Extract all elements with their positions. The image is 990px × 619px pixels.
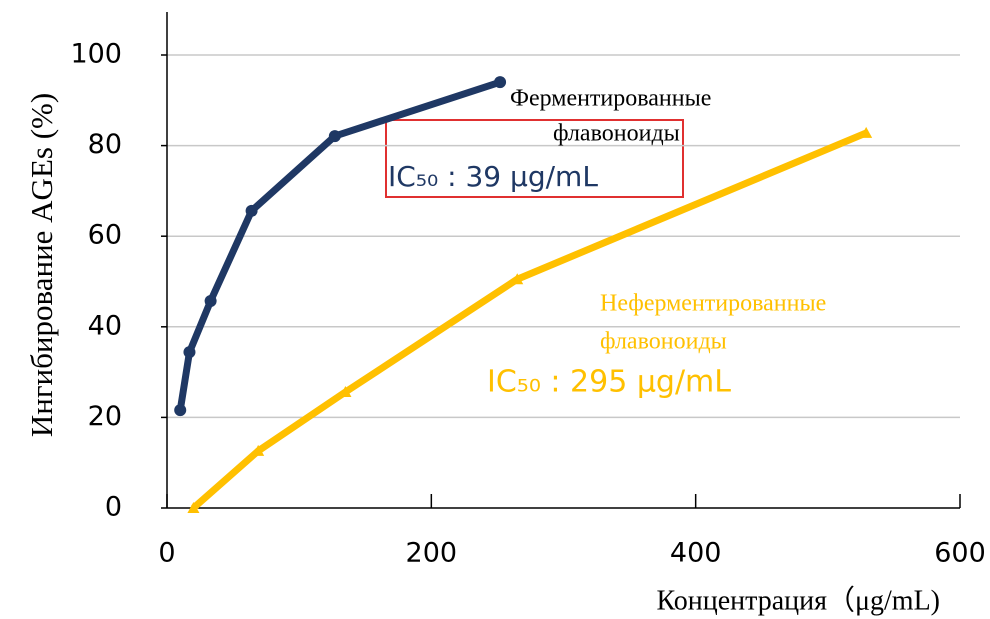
annotation: Неферментированные xyxy=(600,291,826,317)
marker xyxy=(245,204,258,217)
x-tick-label: 0 xyxy=(158,538,175,569)
y-tick-label: 60 xyxy=(88,220,122,251)
y-tick-label: 80 xyxy=(88,129,122,160)
annotation: флавоноиды xyxy=(600,329,727,355)
y-axis-label: Ингибирование AGEs (%) xyxy=(24,93,59,437)
marker xyxy=(174,404,187,417)
annotation: IC₅₀ : 295 μg/mL xyxy=(487,365,731,400)
x-tick-label: 200 xyxy=(406,538,458,569)
series-line xyxy=(176,78,502,411)
y-tick-label: 40 xyxy=(88,310,122,341)
marker xyxy=(187,502,200,513)
marker xyxy=(339,386,352,398)
marker xyxy=(494,76,507,89)
x-tick-label: 400 xyxy=(670,538,722,569)
highlight-box xyxy=(385,119,684,198)
marker xyxy=(860,126,873,138)
marker xyxy=(252,444,265,456)
x-tick-label: 600 xyxy=(934,538,986,569)
annotation: IC₅₀ : 39 μg/mL xyxy=(388,160,598,193)
y-tick-label: 100 xyxy=(70,39,122,70)
marker xyxy=(328,130,341,143)
annotation: флавоноиды xyxy=(553,121,680,147)
marker xyxy=(204,294,217,307)
marker xyxy=(183,346,196,359)
y-tick-label: 20 xyxy=(88,401,122,432)
x-axis-label: Концентрация（μg/mL) xyxy=(656,584,940,616)
y-tick-label: 0 xyxy=(105,492,122,523)
marker xyxy=(511,273,524,285)
annotation: Ферментированные xyxy=(510,86,711,112)
